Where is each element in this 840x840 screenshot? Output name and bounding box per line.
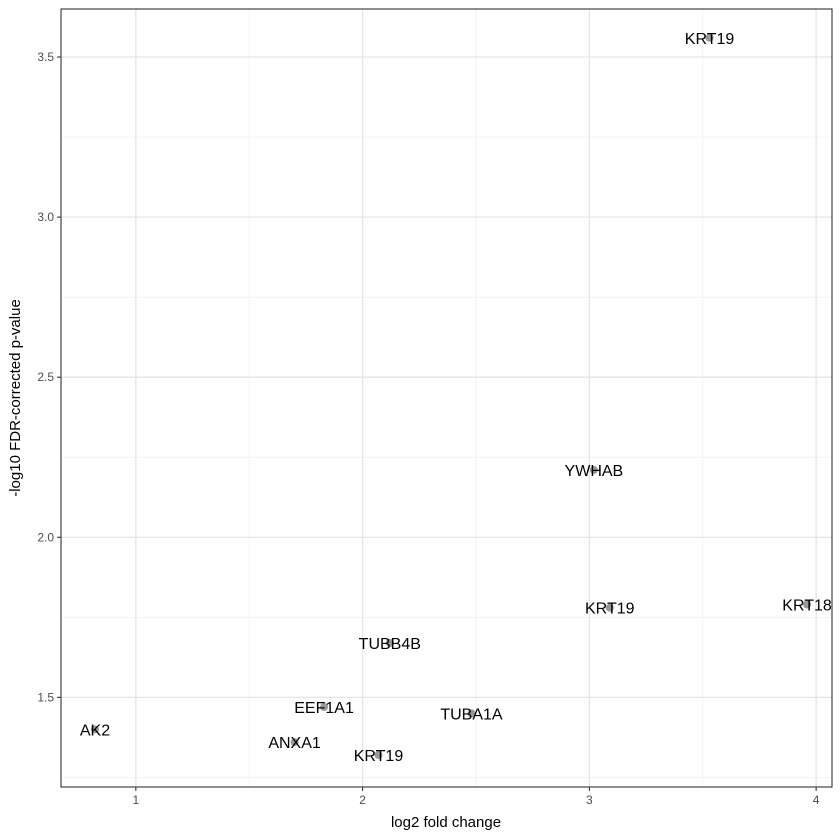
- x-tick-label: 4: [813, 793, 820, 807]
- data-point: [605, 603, 614, 612]
- data-point: [320, 702, 329, 711]
- data-point-label: KRT19: [685, 31, 735, 48]
- data-point: [803, 600, 812, 609]
- data-point-label: EEF1A1: [294, 700, 354, 717]
- y-tick-label: 2.5: [37, 370, 54, 384]
- y-tick-label: 2.0: [37, 530, 54, 544]
- major-gridlines: [61, 9, 832, 787]
- x-tick-label: 2: [359, 793, 366, 807]
- x-tick-label: 1: [132, 793, 139, 807]
- data-point-label: TUBA1A: [440, 706, 503, 723]
- y-tick-label: 3.0: [37, 210, 54, 224]
- y-tick-label: 3.5: [37, 50, 54, 64]
- plot-panel-background: [61, 9, 832, 787]
- data-point: [91, 725, 100, 734]
- data-point-label: KRT19: [585, 601, 635, 618]
- data-point-label: TUBB4B: [359, 636, 421, 653]
- data-point-label: KRT19: [354, 748, 404, 765]
- x-axis-title: log2 fold change: [391, 814, 501, 831]
- y-axis: 1.5 2.0 2.5 3.0 3.5: [37, 50, 61, 704]
- data-point: [290, 738, 299, 747]
- minor-gridlines: [61, 9, 832, 787]
- data-point: [374, 750, 383, 759]
- data-point: [705, 33, 714, 42]
- data-point-labels: KRT19 YWHAB KRT19 KRT18 TUBB4B EEF1A1 TUBA1A AK…: [80, 31, 832, 765]
- data-point: [589, 466, 598, 475]
- x-tick-label: 3: [586, 793, 593, 807]
- y-tick-label: 1.5: [37, 690, 54, 704]
- x-axis: 1 2 3 4: [132, 787, 820, 807]
- data-point: [385, 638, 394, 647]
- data-point-label: YWHAB: [565, 463, 624, 480]
- data-point-label: ANXA1: [268, 735, 321, 752]
- data-point: [467, 709, 476, 718]
- data-points: [91, 33, 812, 759]
- data-point-label: KRT18: [782, 598, 832, 615]
- data-point-label: AK2: [80, 722, 110, 739]
- plot-panel-border: [60, 8, 833, 788]
- y-axis-title: -log10 FDR-corrected p-value: [7, 299, 24, 497]
